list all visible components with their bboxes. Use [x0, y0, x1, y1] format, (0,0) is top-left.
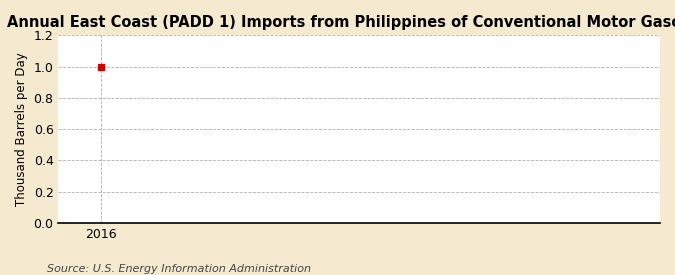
Y-axis label: Thousand Barrels per Day: Thousand Barrels per Day: [15, 52, 28, 206]
Title: Annual East Coast (PADD 1) Imports from Philippines of Conventional Motor Gasoli: Annual East Coast (PADD 1) Imports from …: [7, 15, 675, 30]
Text: Source: U.S. Energy Information Administration: Source: U.S. Energy Information Administ…: [47, 264, 311, 274]
